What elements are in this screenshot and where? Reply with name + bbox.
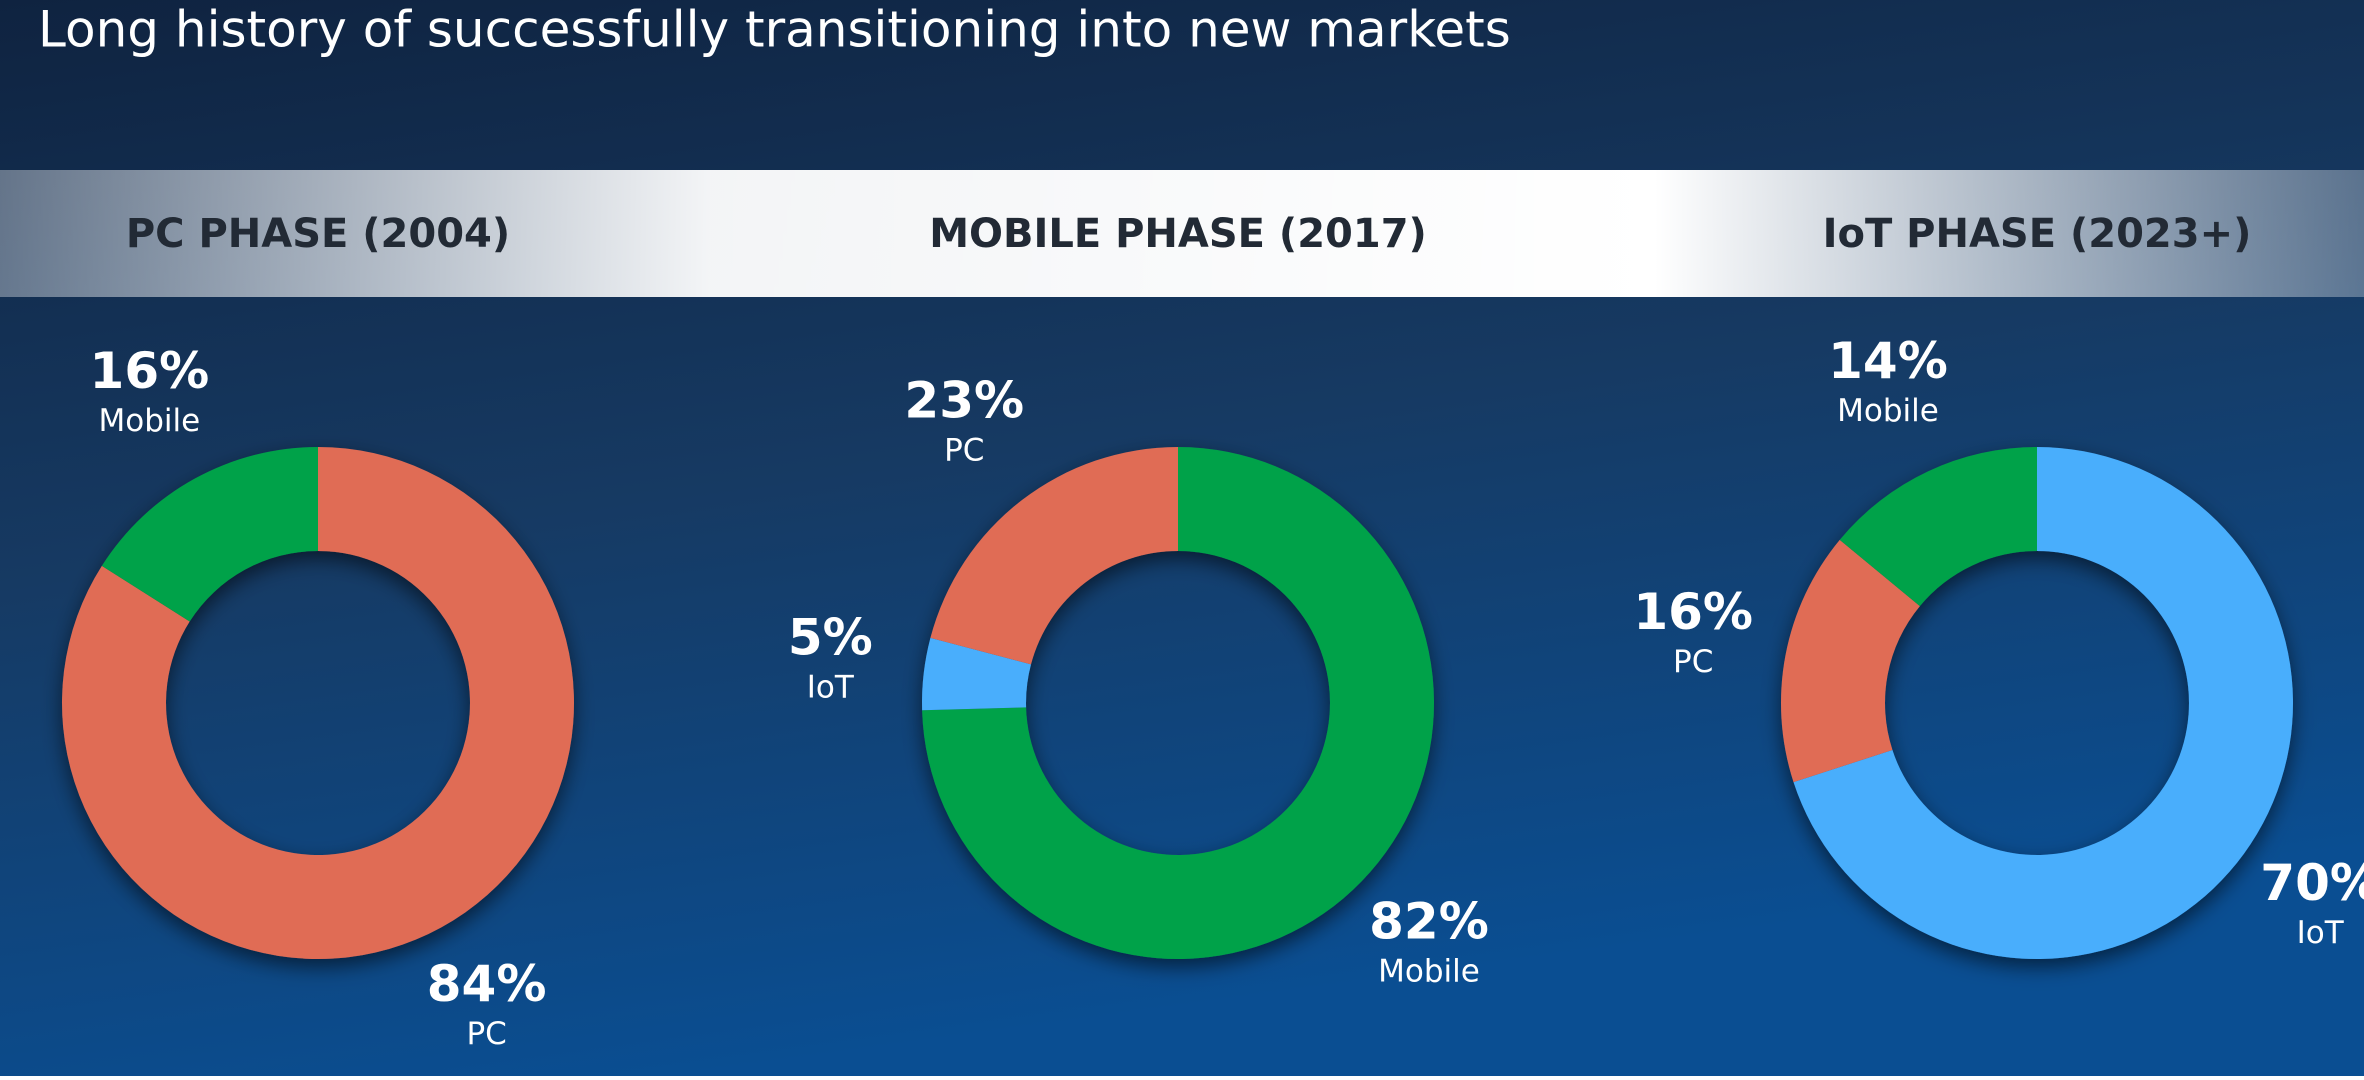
slice-value-label: 82% [1369,892,1489,950]
slice-value-label: 84% [427,955,547,1013]
donut-slice [1793,447,2293,959]
slice-value-label: 14% [1828,332,1948,390]
slice-category-label: IoT [807,670,855,706]
slice-value-label: 5% [788,609,873,667]
donut-slice [101,447,318,622]
donut-slice [1839,447,2037,607]
slice-value-label: 70% [2260,854,2364,912]
slice-category-label: PC [944,432,984,468]
chart-title: IoT PHASE (2023+) [1823,211,2252,257]
slice-value-label: 16% [1633,583,1753,641]
slice-category-label: Mobile [1837,393,1939,429]
slice-value-label: 16% [90,342,210,400]
slide-title: Long history of successfully transitioni… [38,1,1511,59]
slice-category-label: Mobile [1378,953,1480,989]
chart-title: MOBILE PHASE (2017) [929,211,1427,257]
slice-category-label: PC [466,1016,506,1052]
donut [62,447,574,959]
chart-title: PC PHASE (2004) [126,211,510,257]
slice-category-label: PC [1673,644,1713,680]
slice-value-label: 23% [904,371,1024,429]
donut-slice [930,447,1178,665]
donut-slice [922,447,1434,960]
donut [922,447,1434,960]
slice-category-label: Mobile [99,403,201,439]
donut-slice [1781,539,1920,783]
donut [1781,447,2293,959]
header-band [0,170,2364,297]
donut-slice [922,637,1031,711]
slice-category-label: IoT [2297,915,2345,951]
donut-slice [62,447,574,959]
